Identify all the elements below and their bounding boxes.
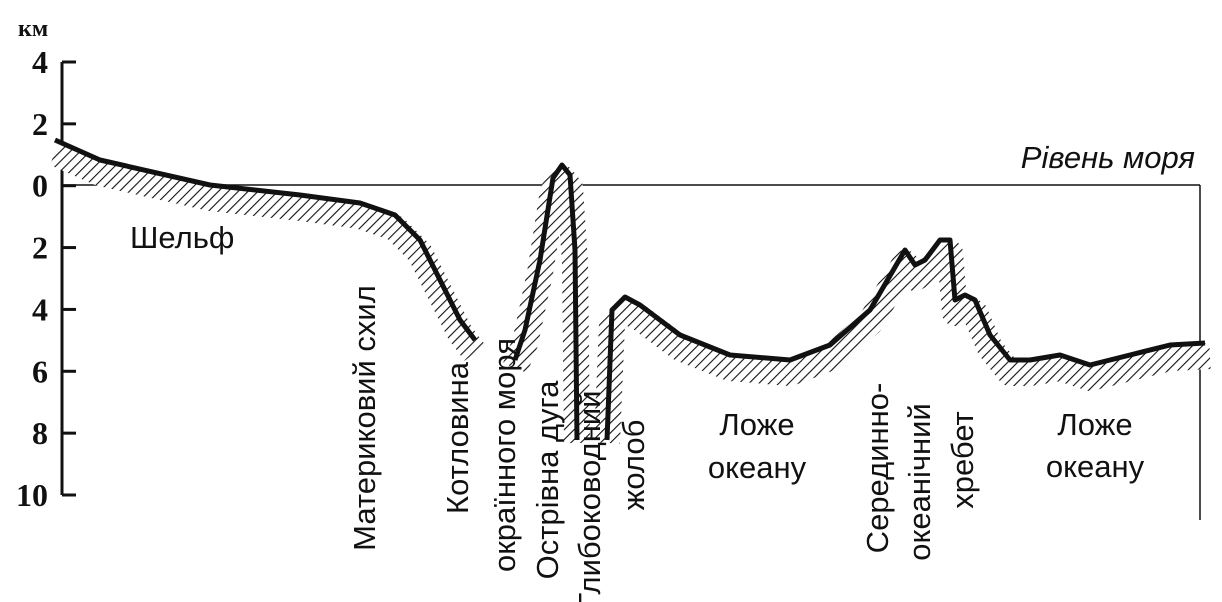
basin-label: Котловина <box>440 361 475 514</box>
floor-label: океану <box>1046 449 1145 484</box>
seafloor-profile <box>49 137 1211 444</box>
tick-label: 2 <box>32 230 48 266</box>
shelf-label: Шельф <box>130 220 234 255</box>
trench-label: жолоб <box>616 420 651 511</box>
tick-label: 2 <box>32 106 48 142</box>
unit-label: км <box>18 16 48 42</box>
arc-label: Острівна дуга <box>530 380 565 580</box>
basin-label: окраїнного моря <box>487 338 522 572</box>
trench-label: Глибоководний <box>572 390 607 602</box>
tick-label: 4 <box>32 44 48 80</box>
floor-label: Ложе <box>719 407 794 442</box>
ridge-label: океанічний <box>902 403 937 561</box>
tick-label: 10 <box>16 477 48 513</box>
floor-label: Ложе <box>1057 407 1132 442</box>
ridge-label: хребет <box>945 411 980 508</box>
ridge-label: Серединно- <box>860 383 895 554</box>
floor-label: океану <box>708 450 807 485</box>
y-axis: км 4 2 0 2 4 6 8 10 <box>16 16 76 513</box>
sea-level-label: Рівень моря <box>1021 140 1195 175</box>
tick-label: 4 <box>32 291 48 327</box>
slope-label: Материковий схил <box>347 285 382 551</box>
tick-label: 6 <box>32 353 48 389</box>
tick-label: 8 <box>32 415 48 451</box>
tick-label: 0 <box>32 168 48 204</box>
